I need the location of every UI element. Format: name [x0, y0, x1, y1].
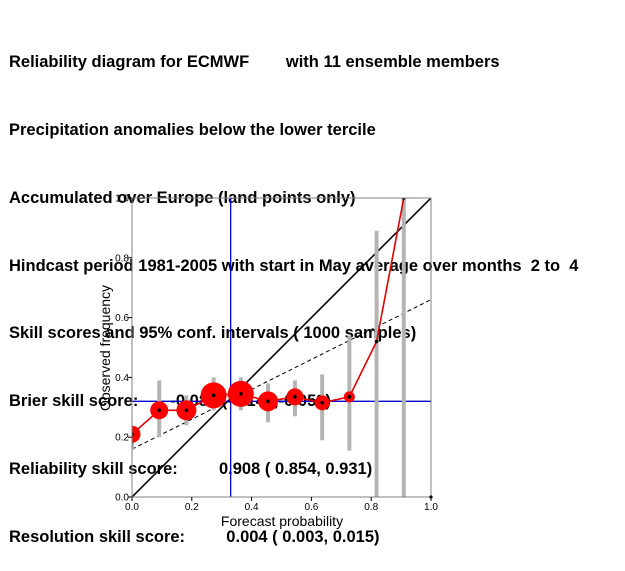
reliability-point-center	[293, 395, 297, 399]
reliability-point-center	[320, 401, 324, 405]
header-title-line: Reliability diagram for ECMWF with 11 en…	[9, 53, 500, 72]
y-tick-label: 0.2	[115, 433, 129, 444]
x-axis-label: Forecast probability	[221, 513, 343, 529]
plot-frame	[131, 197, 432, 498]
reliability-point-center	[374, 339, 379, 344]
corner-point	[429, 495, 433, 499]
header-reliability-line: Reliability skill score: 0.908 ( 0.854, …	[9, 459, 373, 478]
y-tick-label: 0.4	[115, 373, 129, 384]
chart-header: Reliability diagram for ECMWF with 11 en…	[9, 6, 578, 571]
y-axis-label: Observed frequency	[97, 285, 113, 411]
reliability-diagram: Forecast probability Observed frequency …	[97, 194, 438, 530]
x-tick-label: 0.8	[364, 502, 378, 513]
x-tick-label: 1.0	[424, 502, 438, 513]
header-skill-intro-line: Skill scores and 95% conf. intervals ( 1…	[9, 324, 417, 343]
reliability-point-center	[239, 392, 243, 396]
x-tick-label: 0.6	[304, 502, 318, 513]
reliability-point-center	[347, 395, 352, 399]
x-tick-label: 0.4	[245, 502, 259, 513]
reliability-point-center	[266, 399, 270, 404]
header-variable-line: Precipitation anomalies below the lower …	[9, 120, 376, 139]
reliability-point-center	[157, 408, 162, 413]
y-tick-label: 0.6	[115, 313, 129, 324]
x-tick-label: 0.0	[125, 502, 139, 513]
x-tick-label: 0.2	[185, 502, 199, 513]
reliability-point-center	[211, 393, 216, 398]
perfect-reliability-line	[132, 198, 431, 497]
reliability-point-marker	[132, 425, 141, 443]
reliability-point-center	[184, 408, 189, 413]
no-skill-line	[132, 299, 431, 450]
y-tick-label: 0.8	[115, 253, 129, 264]
y-tick-label: 1.0	[115, 194, 129, 205]
plot-area-group	[132, 198, 431, 497]
y-tick-label: 0.0	[115, 493, 129, 504]
